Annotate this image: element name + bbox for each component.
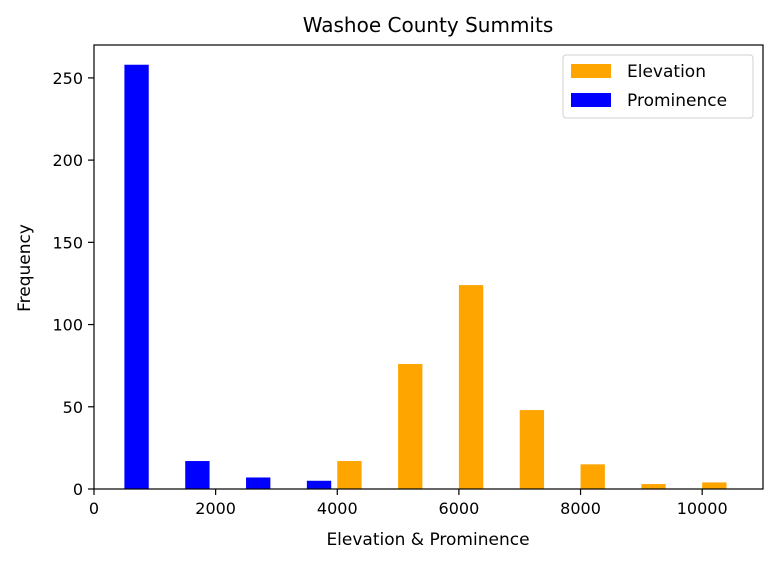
bars-group xyxy=(124,64,727,489)
y-tick-label-4: 200 xyxy=(52,151,83,170)
bar-elevation-3 xyxy=(519,410,545,489)
bar-elevation-5 xyxy=(641,484,666,489)
x-tick-label-2: 4000 xyxy=(317,499,358,518)
plot-frame xyxy=(93,44,764,490)
bar-prominence-1 xyxy=(185,461,210,489)
y-axis: 0 50 100 150 200 250 xyxy=(52,69,94,499)
y-tick-label-2: 100 xyxy=(52,316,83,335)
chart-title: Washoe County Summits xyxy=(303,13,554,37)
legend-label-prominence: Prominence xyxy=(627,91,727,111)
legend: Elevation Prominence xyxy=(562,54,754,119)
x-tick-label-4: 8000 xyxy=(560,499,601,518)
y-tick-label-1: 50 xyxy=(63,398,83,417)
legend-swatch-elevation xyxy=(571,64,611,78)
y-axis-label: Frequency xyxy=(15,224,35,312)
x-tick-label-3: 6000 xyxy=(439,499,480,518)
x-axis-label: Elevation & Prominence xyxy=(326,530,529,550)
x-tick-label-0: 0 xyxy=(89,499,99,518)
bar-elevation-4 xyxy=(580,464,605,489)
legend-label-elevation: Elevation xyxy=(627,62,706,82)
y-tick-label-3: 150 xyxy=(52,233,83,252)
bar-elevation-0 xyxy=(337,461,362,489)
bar-elevation-2 xyxy=(458,285,484,489)
y-tick-label-0: 0 xyxy=(73,480,83,499)
bar-prominence-0 xyxy=(124,64,149,489)
bar-elevation-1 xyxy=(398,364,423,489)
x-tick-label-5: 10000 xyxy=(677,499,728,518)
legend-swatch-prominence xyxy=(571,93,611,107)
x-tick-label-1: 2000 xyxy=(195,499,236,518)
bar-prominence-3 xyxy=(306,480,332,489)
bar-elevation-6 xyxy=(702,482,727,489)
y-tick-label-5: 250 xyxy=(52,69,83,88)
x-axis: 0 2000 4000 6000 8000 10000 xyxy=(89,489,728,518)
bar-prominence-2 xyxy=(246,477,271,489)
